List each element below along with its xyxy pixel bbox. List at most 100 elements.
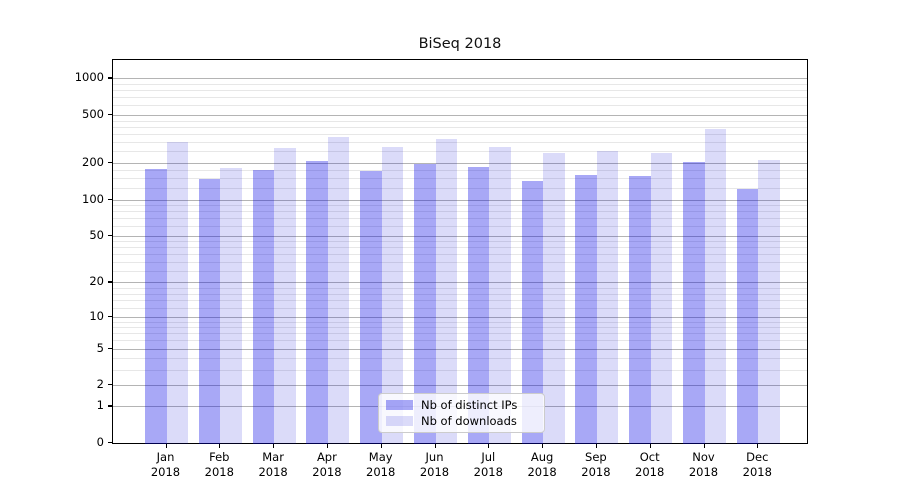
x-tick-label: Jun 2018 — [419, 450, 450, 479]
gridline-minor — [113, 300, 807, 302]
x-tick-mark — [326, 444, 329, 448]
legend-item-distinct-ips: Nb of distinct IPs — [386, 398, 536, 412]
bar-downloads-apr — [327, 137, 350, 444]
y-tick-label: 1 — [96, 398, 104, 413]
bar-distinct-ips-feb — [198, 179, 221, 444]
x-tick-label: Oct 2018 — [635, 450, 665, 479]
y-tick-label: 50 — [89, 227, 104, 242]
bar-distinct-ips-jul — [467, 167, 490, 444]
bar-distinct-ips-jun — [414, 164, 436, 444]
bar-downloads-jul — [489, 147, 511, 444]
y-tick-mark — [108, 198, 112, 200]
bar-layer — [113, 60, 807, 444]
gridline-minor — [113, 241, 807, 242]
bar-downloads-nov — [704, 128, 726, 444]
x-tick-label: Mar 2018 — [258, 450, 288, 479]
gridline-minor — [113, 151, 807, 153]
x-tick-label: Sep 2018 — [581, 450, 611, 479]
y-tick-mark — [108, 162, 112, 164]
y-tick-mark — [108, 442, 112, 444]
gridline-minor — [113, 90, 807, 92]
bar-distinct-ips-sep — [575, 174, 597, 444]
bar-downloads-may — [381, 146, 404, 444]
gridline-minor — [113, 84, 807, 85]
legend-label-distinct-ips: Nb of distinct IPs — [421, 398, 518, 412]
gridline-major — [113, 163, 807, 165]
x-tick-mark — [165, 444, 167, 448]
bar-distinct-ips-may — [360, 171, 382, 444]
bar-distinct-ips-mar — [252, 170, 275, 444]
gridline-minor — [113, 218, 807, 220]
gridline-minor — [113, 321, 807, 323]
y-tick-mark — [108, 234, 112, 236]
y-tick-label: 1000 — [74, 70, 104, 85]
gridline-minor — [113, 97, 807, 99]
chart-title: BiSeq 2018 — [418, 36, 502, 52]
y-tick-mark — [108, 315, 112, 317]
x-tick-label: Nov 2018 — [688, 450, 719, 479]
bar-downloads-jan — [166, 141, 188, 444]
x-tick-mark — [649, 444, 651, 448]
gridline-major — [113, 282, 807, 284]
gridline-minor — [113, 247, 807, 248]
y-tick-label: 2 — [96, 377, 104, 391]
bar-distinct-ips-jan — [145, 169, 167, 444]
y-tick-label: 100 — [82, 191, 104, 206]
bar-downloads-aug — [543, 152, 565, 444]
bar-downloads-sep — [596, 150, 619, 444]
gridline-major — [113, 316, 807, 318]
legend: Nb of distinct IPs Nb of downloads — [378, 393, 545, 433]
plot-area — [112, 59, 808, 444]
bar-distinct-ips-oct — [629, 176, 651, 444]
gridline-minor — [113, 369, 807, 371]
x-tick-label: Jan 2018 — [150, 450, 181, 479]
gridline-minor — [113, 307, 807, 309]
legend-item-downloads: Nb of downloads — [386, 414, 536, 428]
bar-downloads-jun — [435, 138, 457, 444]
y-tick-mark — [108, 281, 112, 283]
gridline-minor — [113, 261, 807, 263]
gridline-minor — [113, 133, 807, 135]
grid-layer — [113, 60, 807, 443]
x-tick-label: Aug 2018 — [527, 450, 557, 479]
x-tick-mark — [434, 444, 436, 448]
legend-swatch-distinct-ips-icon — [386, 400, 413, 410]
gridline-minor — [113, 126, 807, 128]
legend-swatch-downloads-icon — [386, 416, 413, 426]
gridline-minor — [113, 178, 807, 180]
gridline-minor — [113, 226, 807, 228]
y-tick-mark — [108, 384, 112, 386]
x-tick-mark — [595, 444, 598, 448]
y-tick-mark — [108, 347, 112, 349]
gridline-minor — [113, 141, 807, 143]
bar-downloads-mar — [274, 147, 296, 444]
x-tick-mark — [757, 444, 759, 448]
x-tick-label: Dec 2018 — [742, 450, 772, 479]
gridline-minor — [113, 271, 807, 273]
bar-downloads-oct — [650, 153, 673, 444]
x-tick-mark — [488, 444, 490, 448]
x-tick-mark — [703, 444, 705, 448]
y-tick-label: 0 — [96, 435, 104, 449]
gridline-minor — [113, 327, 807, 329]
bar-distinct-ips-nov — [683, 162, 705, 444]
gridline-minor — [113, 287, 807, 289]
gridline-minor — [113, 340, 807, 342]
legend-label-downloads: Nb of downloads — [421, 414, 517, 428]
y-tick-label: 10 — [89, 308, 104, 323]
y-tick-label: 5 — [96, 340, 104, 355]
bar-distinct-ips-apr — [306, 161, 328, 444]
gridline-major — [113, 348, 807, 350]
bar-downloads-feb — [220, 168, 242, 444]
gridline-major — [113, 199, 807, 201]
gridline-minor — [113, 170, 807, 172]
y-tick-mark — [108, 405, 112, 407]
y-tick-mark — [108, 77, 112, 79]
x-tick-mark — [542, 444, 544, 448]
gridline-minor — [113, 253, 807, 255]
bar-downloads-dec — [758, 160, 780, 444]
y-tick-label: 500 — [82, 107, 104, 121]
x-tick-mark — [219, 444, 221, 448]
x-tick-label: Feb 2018 — [204, 450, 234, 479]
